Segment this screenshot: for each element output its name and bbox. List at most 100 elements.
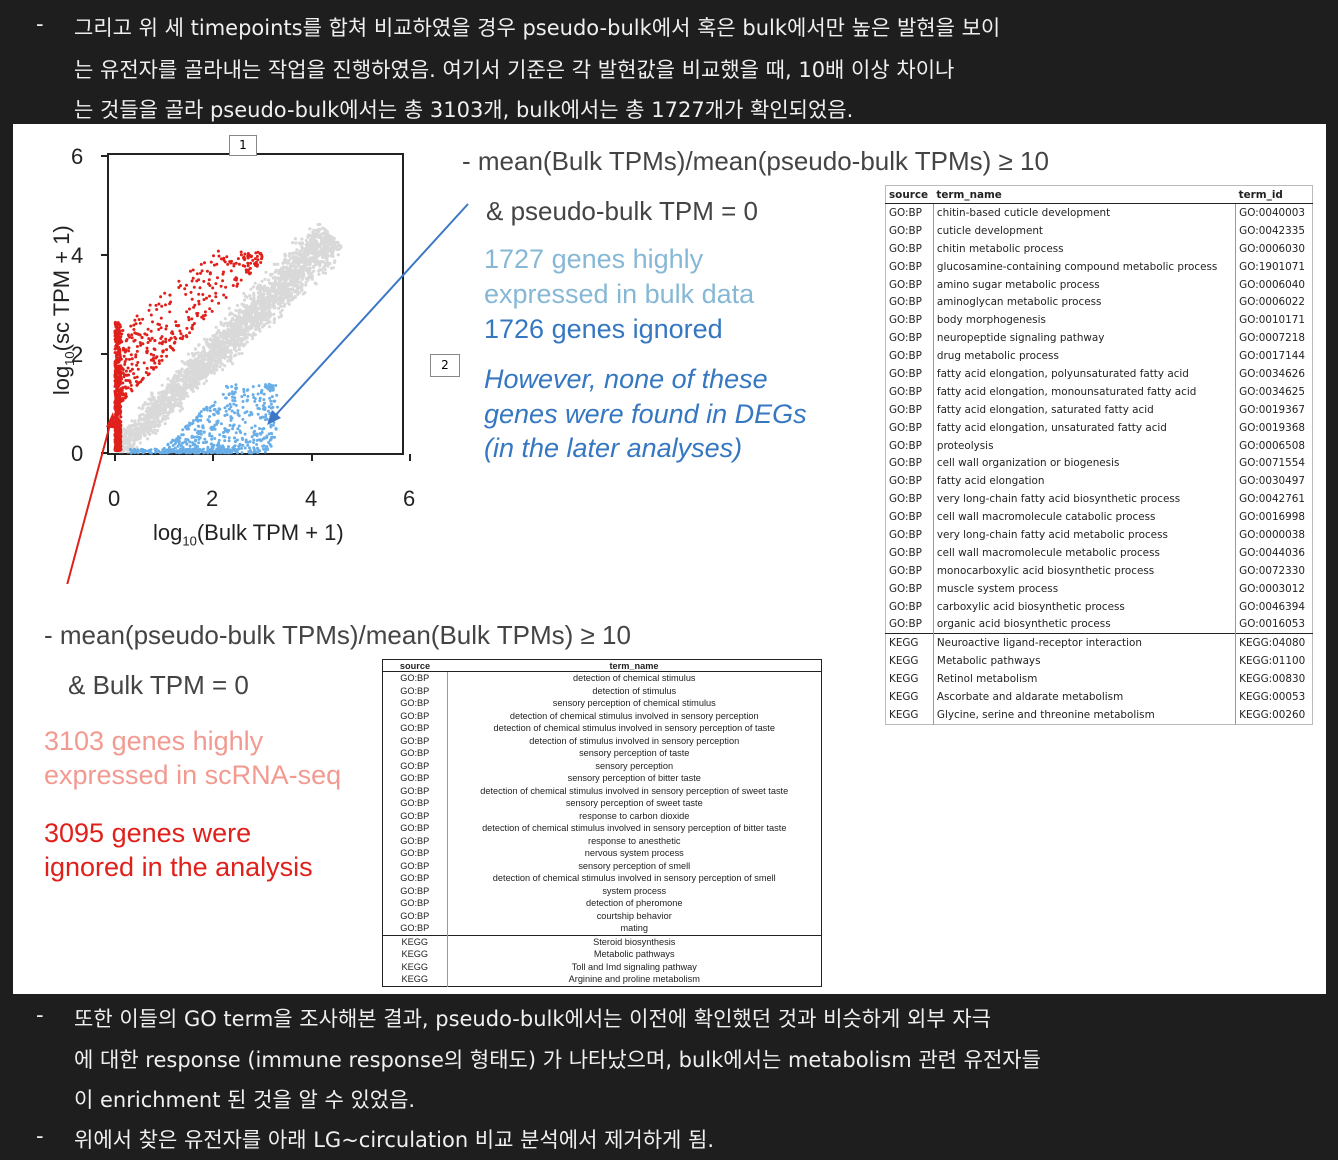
- red-point: [130, 362, 134, 366]
- grey-point: [289, 269, 293, 273]
- red-point: [139, 380, 143, 384]
- red-point: [195, 314, 199, 318]
- grey-point: [170, 405, 174, 410]
- term-id-cell: KEGG:00260: [1239, 708, 1306, 721]
- red-point: [259, 261, 263, 264]
- grey-point: [312, 269, 316, 273]
- grey-point: [230, 338, 234, 342]
- red-point: [113, 374, 117, 378]
- grey-point: [155, 428, 160, 433]
- term-id-cell: GO:0072330: [1239, 564, 1305, 577]
- blue-point: [202, 407, 206, 411]
- grey-point: [262, 288, 266, 292]
- grey-point: [274, 276, 278, 281]
- blue-point: [183, 440, 187, 444]
- blue-point: [176, 449, 180, 453]
- blue-point: [269, 406, 273, 410]
- red-point: [114, 323, 117, 327]
- term-id-cell: GO:0000038: [1239, 528, 1305, 541]
- blue-point: [213, 400, 217, 404]
- grey-point: [180, 367, 184, 371]
- source-cell: GO:BP: [382, 897, 448, 910]
- red-point: [197, 302, 201, 306]
- blue-point: [191, 441, 194, 445]
- grey-point: [154, 413, 158, 417]
- source-cell: GO:BP: [885, 203, 934, 222]
- red-point: [125, 373, 129, 377]
- blue-point: [225, 447, 229, 451]
- grey-point: [332, 260, 337, 265]
- grey-point: [186, 394, 190, 398]
- term-id-cell: GO:0044036: [1239, 546, 1305, 559]
- red-point: [173, 340, 177, 344]
- grey-point: [256, 313, 260, 317]
- red-point: [214, 291, 218, 295]
- grey-point: [148, 425, 152, 429]
- term-name-cell: fatty acid elongation, unsaturated fatty…: [933, 418, 1237, 437]
- grey-point: [216, 359, 220, 363]
- grey-point: [212, 363, 216, 367]
- term-name-cell: response to anesthetic: [588, 835, 681, 846]
- blue-point: [264, 447, 268, 451]
- grey-point: [262, 315, 266, 319]
- red-point: [181, 334, 185, 338]
- term-id-cell: GO:0034626: [1239, 367, 1305, 380]
- table-row: GO:BP response to anesthetic: [382, 834, 822, 847]
- grey-point: [157, 395, 161, 399]
- grey-point: [300, 257, 304, 261]
- red-point: [126, 366, 130, 370]
- grey-point: [226, 359, 230, 363]
- grey-point: [191, 366, 195, 371]
- red-point: [200, 269, 204, 273]
- grey-point: [271, 276, 275, 280]
- grey-point: [318, 222, 322, 227]
- grey-point: [323, 271, 328, 275]
- red-point: [169, 300, 173, 304]
- blue-point: [227, 407, 231, 411]
- table-row: GO:BP fatty acid elongation, monounsatura…: [885, 382, 1313, 401]
- grey-point: [234, 329, 238, 333]
- grey-point: [233, 337, 237, 341]
- term-name-cell: response to carbon dioxide: [579, 810, 690, 821]
- grey-point: [236, 317, 240, 321]
- blue-point: [134, 450, 138, 454]
- red-point: [149, 352, 153, 356]
- red-point: [185, 326, 189, 330]
- blue-point: [208, 415, 211, 419]
- blue-point: [244, 440, 248, 444]
- term-name-cell: courtship behavior: [596, 910, 672, 921]
- grey-point: [156, 418, 160, 422]
- blue-point: [229, 405, 233, 409]
- red-point: [244, 268, 248, 272]
- grey-point: [258, 317, 262, 321]
- blue-point: [253, 399, 257, 403]
- grey-point: [143, 415, 147, 419]
- red-point: [115, 388, 118, 392]
- grey-point: [140, 407, 144, 411]
- grey-point: [249, 319, 253, 323]
- grey-point: [186, 383, 190, 387]
- red-point: [136, 382, 140, 386]
- grey-point: [314, 263, 318, 267]
- red-point: [119, 370, 123, 374]
- red-point: [138, 341, 142, 345]
- blue-point: [201, 441, 205, 445]
- x-tick-label: 2: [206, 486, 219, 511]
- red-point: [214, 282, 218, 286]
- red-point: [124, 395, 128, 398]
- grey-point: [170, 387, 174, 391]
- term-name-cell: detection of chemical stimulus involved …: [492, 873, 776, 884]
- grey-point: [215, 345, 219, 349]
- grey-point: [135, 429, 139, 433]
- table-header-cell: term_name: [933, 185, 1236, 204]
- grey-point: [229, 335, 233, 339]
- grey-point: [240, 333, 244, 337]
- blue-point: [260, 415, 264, 419]
- grey-point: [330, 242, 334, 246]
- blue-point: [253, 432, 257, 436]
- grey-point: [171, 409, 175, 413]
- grey-point: [177, 378, 181, 382]
- source-cell: GO:BP: [382, 884, 448, 897]
- grey-point: [267, 311, 272, 315]
- grey-point: [312, 228, 316, 232]
